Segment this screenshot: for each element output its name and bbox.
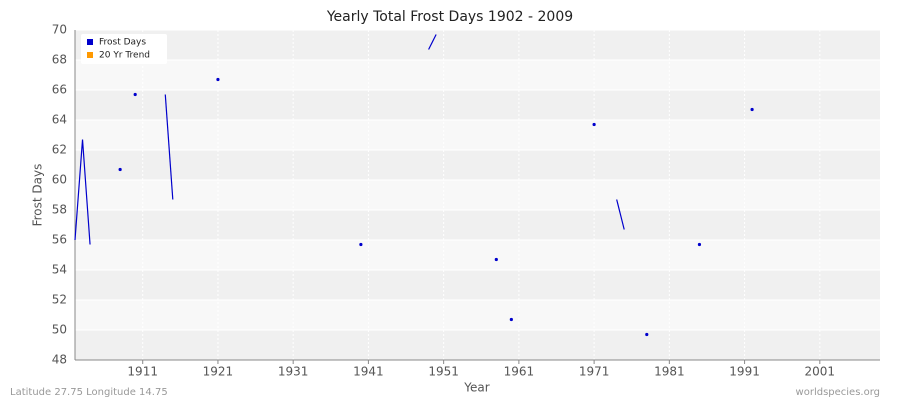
grid-band	[75, 210, 880, 240]
legend-swatch	[87, 39, 93, 45]
y-tick-label: 70	[52, 23, 67, 37]
data-point	[133, 92, 137, 97]
footer-right: worldspecies.org	[796, 387, 880, 398]
y-tick-label: 50	[52, 323, 67, 337]
y-tick-label: 54	[52, 263, 67, 277]
y-tick-label: 64	[52, 113, 67, 127]
chart-title: Yearly Total Frost Days 1902 - 2009	[326, 9, 573, 25]
grid-band	[75, 330, 880, 360]
legend: Frost Days 20 Yr Trend	[81, 34, 167, 64]
x-tick-label: 1941	[353, 365, 384, 379]
y-tick-label: 68	[52, 53, 67, 67]
data-point	[494, 257, 498, 262]
x-axis-label: Year	[463, 381, 489, 395]
data-line	[74, 139, 91, 245]
data-point	[118, 167, 122, 172]
y-axis-label: Frost Days	[31, 164, 45, 227]
data-point	[592, 122, 596, 127]
x-tick-label: 1961	[504, 365, 535, 379]
data-point	[645, 332, 649, 337]
y-tick-label: 58	[52, 203, 67, 217]
data-line	[616, 199, 625, 230]
y-tick-label: 48	[52, 353, 67, 367]
y-tick-label: 62	[52, 143, 67, 157]
x-tick-label: 1931	[278, 365, 309, 379]
grid-band	[75, 90, 880, 120]
x-tick-label: 1911	[127, 365, 158, 379]
y-tick-label: 66	[52, 83, 67, 97]
data-point	[509, 317, 513, 322]
data-point	[697, 242, 702, 247]
x-tick-label: 1981	[654, 365, 685, 379]
grid-band	[75, 150, 880, 180]
y-tick-label: 52	[52, 293, 67, 307]
x-tick-label: 1951	[428, 365, 459, 379]
data-line	[428, 34, 437, 50]
y-tick-label: 56	[52, 233, 67, 247]
data-point	[216, 77, 220, 82]
data-point	[750, 107, 754, 112]
footer-left: Latitude 27.75 Longitude 14.75	[10, 387, 168, 398]
x-tick-label: 2001	[805, 365, 836, 379]
data-line	[164, 94, 174, 200]
y-tick-label: 60	[52, 173, 67, 187]
data-point	[359, 242, 363, 247]
legend-label: 20 Yr Trend	[99, 51, 150, 61]
x-tick-label: 1991	[729, 365, 760, 379]
grid-band	[75, 30, 880, 60]
legend-swatch	[87, 52, 93, 58]
grid-band	[75, 270, 880, 300]
legend-box	[81, 34, 167, 64]
plot-background	[75, 30, 880, 360]
x-tick-label: 1971	[579, 365, 610, 379]
x-tick-label: 1921	[203, 365, 234, 379]
legend-label: Frost Days	[99, 38, 146, 48]
